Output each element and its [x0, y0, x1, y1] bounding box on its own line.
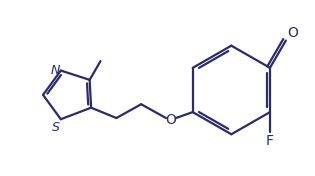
Text: O: O: [287, 26, 298, 40]
Text: O: O: [165, 113, 176, 127]
Text: S: S: [52, 121, 60, 134]
Text: F: F: [266, 134, 274, 148]
Text: N: N: [50, 64, 60, 77]
